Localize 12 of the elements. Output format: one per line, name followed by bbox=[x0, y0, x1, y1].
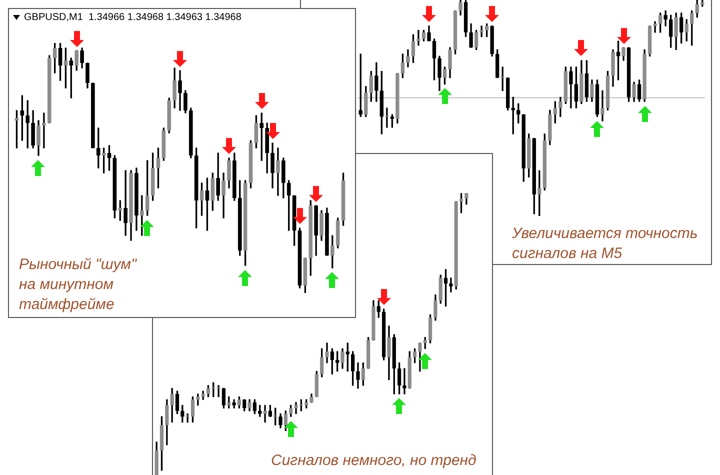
candlestick bbox=[402, 368, 406, 394]
candlestick bbox=[416, 30, 420, 46]
candlestick bbox=[480, 26, 484, 38]
candlestick bbox=[449, 278, 453, 292]
annotation: Рыночный "шум" на минутном таймфрейме bbox=[19, 255, 136, 315]
candlestick bbox=[42, 112, 46, 148]
text: Увеличивается точность сигналов на M5 bbox=[512, 224, 698, 264]
candlestick bbox=[294, 402, 298, 414]
chart-title: GBPUSD,M1 1.34966 1.34968 1.34963 1.34968 bbox=[24, 12, 242, 23]
candlestick bbox=[124, 170, 128, 236]
annotation: Сигналов немного, но тренд bbox=[271, 451, 476, 471]
candlestick bbox=[653, 21, 657, 33]
